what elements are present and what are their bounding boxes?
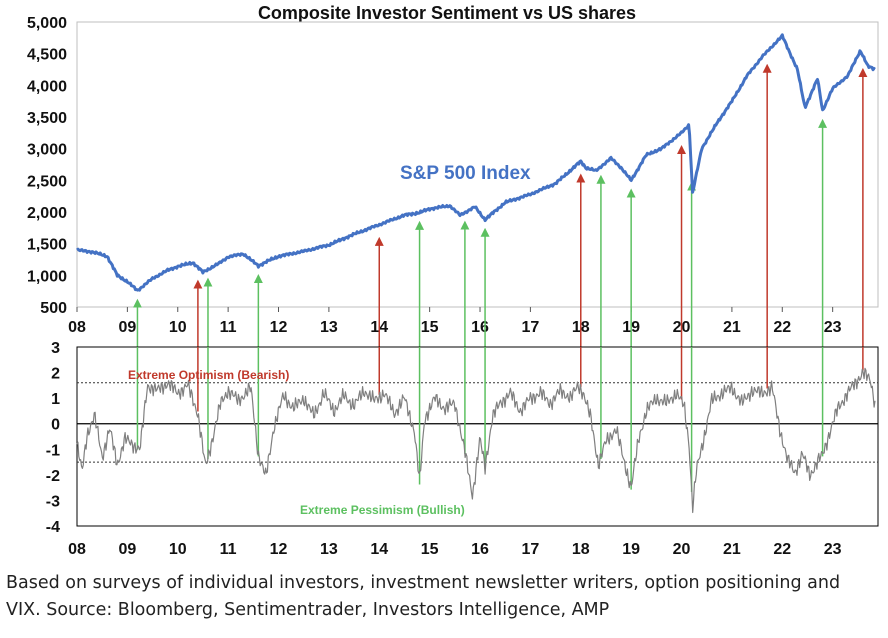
sp500-x-tick-label: 15 bbox=[421, 319, 439, 336]
sentiment-y-tick-label: -4 bbox=[46, 519, 60, 536]
sentiment-plot-area bbox=[76, 346, 879, 527]
sentiment-x-tick-label: 21 bbox=[723, 541, 741, 558]
sp500-signal-arrows bbox=[132, 63, 868, 347]
sentiment-y-axis: 3 2 1 0 -1 -2 -3 -4 bbox=[46, 340, 60, 536]
sentiment-x-tick-label: 09 bbox=[118, 541, 136, 558]
sentiment-y-tick-label: 3 bbox=[51, 340, 60, 357]
source-caption: Based on surveys of individual investors… bbox=[6, 573, 841, 620]
sentiment-y-tick-label: 1 bbox=[51, 391, 60, 408]
sp500-line bbox=[76, 33, 876, 292]
sentiment-x-tick-label: 10 bbox=[169, 541, 187, 558]
sentiment-vs-shares-chart: Composite Investor Sentiment vs US share… bbox=[27, 3, 879, 558]
sentiment-y-tick-label: -1 bbox=[46, 442, 60, 459]
extreme-optimism-label: Extreme Optimism (Bearish) bbox=[128, 368, 289, 382]
sentiment-x-tick-label: 14 bbox=[370, 541, 388, 558]
sp500-x-tick-label: 09 bbox=[118, 319, 136, 336]
sp500-x-tick-label: 21 bbox=[723, 319, 741, 336]
sentiment-x-tick-label: 15 bbox=[421, 541, 439, 558]
sentiment-x-axis: 08 09 10 11 12 13 14 15 16 17 18 19 20 21 22 23 bbox=[68, 541, 842, 558]
sentiment-x-tick-label: 19 bbox=[622, 541, 640, 558]
sentiment-y-tick-label: -2 bbox=[46, 468, 60, 485]
sentiment-x-tick-label: 22 bbox=[773, 541, 791, 558]
sp500-y-tick-label: 5,000 bbox=[27, 15, 67, 32]
sp500-y-tick-label: 4,500 bbox=[27, 47, 67, 64]
sentiment-y-tick-label: -3 bbox=[46, 493, 60, 510]
sentiment-x-tick-label: 18 bbox=[572, 541, 590, 558]
sentiment-x-tick-label: 13 bbox=[320, 541, 338, 558]
sentiment-signal-lines bbox=[136, 347, 864, 492]
sp500-x-tick-label: 23 bbox=[824, 319, 842, 336]
extreme-pessimism-label: Extreme Pessimism (Bullish) bbox=[300, 503, 465, 517]
chart-title: Composite Investor Sentiment vs US share… bbox=[258, 3, 636, 23]
sp500-x-axis: 08 09 10 11 12 13 14 15 16 17 18 19 20 21 22 23 bbox=[68, 307, 842, 336]
sp500-plot-area bbox=[76, 21, 879, 308]
sp500-series-label: S&P 500 Index bbox=[400, 163, 531, 184]
sp500-x-tick-label: 17 bbox=[521, 319, 539, 336]
sp500-y-tick-label: 1,000 bbox=[27, 268, 67, 285]
sentiment-y-tick-label: 2 bbox=[51, 366, 60, 383]
sentiment-x-tick-label: 23 bbox=[824, 541, 842, 558]
sentiment-x-tick-label: 17 bbox=[521, 541, 539, 558]
sp500-y-tick-label: 3,000 bbox=[27, 142, 67, 159]
sp500-x-tick-label: 10 bbox=[169, 319, 187, 336]
sp500-y-tick-label: 500 bbox=[40, 300, 67, 317]
sp500-y-tick-label: 3,500 bbox=[27, 110, 67, 127]
sp500-x-tick-label: 13 bbox=[320, 319, 338, 336]
sentiment-line bbox=[76, 367, 876, 514]
sp500-y-axis: 500 1,000 1,500 2,000 2,500 3,000 3,500 4,000 4,… bbox=[27, 15, 67, 317]
sp500-y-tick-label: 2,000 bbox=[27, 205, 67, 222]
sp500-y-tick-label: 1,500 bbox=[27, 237, 67, 254]
sp500-x-tick-label: 11 bbox=[220, 319, 237, 336]
sp500-x-tick-label: 22 bbox=[773, 319, 791, 336]
sentiment-y-tick-label: 0 bbox=[51, 417, 60, 434]
sp500-x-tick-label: 12 bbox=[270, 319, 288, 336]
sp500-x-tick-label: 16 bbox=[471, 319, 489, 336]
sp500-x-tick-label: 08 bbox=[68, 319, 86, 336]
sentiment-x-tick-label: 12 bbox=[270, 541, 288, 558]
sentiment-x-tick-label: 16 bbox=[471, 541, 489, 558]
sp500-y-tick-label: 2,500 bbox=[27, 173, 67, 190]
sp500-y-tick-label: 4,000 bbox=[27, 78, 67, 95]
sentiment-x-tick-label: 11 bbox=[220, 541, 237, 558]
sp500-panel: 500 1,000 1,500 2,000 2,500 3,000 3,500 4,000 4,… bbox=[27, 15, 879, 347]
sentiment-x-tick-label: 20 bbox=[673, 541, 691, 558]
sentiment-x-tick-label: 08 bbox=[68, 541, 86, 558]
